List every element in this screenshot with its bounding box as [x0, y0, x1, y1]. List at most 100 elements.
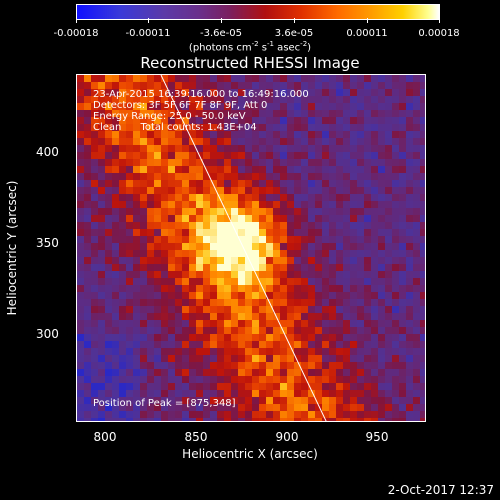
- heatmap-cell: [84, 271, 91, 278]
- heatmap-cell: [217, 376, 224, 383]
- heatmap-cell: [308, 418, 315, 421]
- heatmap-cell: [182, 250, 189, 257]
- heatmap-cell: [336, 320, 343, 327]
- heatmap-cell: [189, 271, 196, 278]
- heatmap-cell: [406, 180, 413, 187]
- heatmap-cell: [308, 411, 315, 418]
- heatmap-cell: [259, 201, 266, 208]
- heatmap-cell: [119, 173, 126, 180]
- heatmap-cell: [378, 292, 385, 299]
- heatmap-cell: [126, 173, 133, 180]
- heatmap-cell: [210, 96, 217, 103]
- heatmap-cell: [413, 313, 420, 320]
- heatmap-cell: [119, 397, 126, 404]
- x-tick-label: 950: [365, 430, 389, 444]
- heatmap-cell: [364, 243, 371, 250]
- heatmap-cell: [161, 103, 168, 110]
- heatmap-cell: [392, 348, 399, 355]
- heatmap-cell: [147, 362, 154, 369]
- heatmap-cell: [350, 341, 357, 348]
- heatmap-cell: [175, 334, 182, 341]
- heatmap-cell: [217, 355, 224, 362]
- heatmap-cell: [154, 138, 161, 145]
- heatmap-cell: [273, 194, 280, 201]
- heatmap-cell: [315, 110, 322, 117]
- heatmap-cell: [406, 299, 413, 306]
- heatmap-cell: [84, 355, 91, 362]
- heatmap-cell: [168, 103, 175, 110]
- heatmap-cell: [343, 215, 350, 222]
- heatmap-cell: [168, 138, 175, 145]
- heatmap-cell: [280, 222, 287, 229]
- heatmap-cell: [238, 383, 245, 390]
- heatmap-cell: [392, 124, 399, 131]
- heatmap-cell: [126, 376, 133, 383]
- heatmap-cell: [252, 103, 259, 110]
- heatmap-cell: [280, 348, 287, 355]
- heatmap-cell: [420, 348, 425, 355]
- heatmap-cell: [420, 257, 425, 264]
- heatmap-cell: [392, 250, 399, 257]
- heatmap-cell: [280, 257, 287, 264]
- heatmap-cell: [126, 194, 133, 201]
- heatmap-cell: [238, 320, 245, 327]
- heatmap-cell: [217, 229, 224, 236]
- heatmap-cell: [168, 376, 175, 383]
- heatmap-cell: [91, 341, 98, 348]
- heatmap-cell: [98, 89, 105, 96]
- heatmap-cell: [399, 208, 406, 215]
- heatmap-cell: [252, 208, 259, 215]
- heatmap-cell: [294, 117, 301, 124]
- heatmap-cell: [392, 117, 399, 124]
- heatmap-cell: [210, 138, 217, 145]
- heatmap-cell: [77, 334, 84, 341]
- heatmap-cell: [231, 138, 238, 145]
- heatmap-cell: [413, 180, 420, 187]
- heatmap-cell: [252, 124, 259, 131]
- heatmap-cell: [210, 292, 217, 299]
- heatmap-cell: [231, 334, 238, 341]
- heatmap-cell: [336, 166, 343, 173]
- heatmap-cell: [217, 145, 224, 152]
- heatmap-cell: [196, 187, 203, 194]
- heatmap-cell: [140, 285, 147, 292]
- heatmap-cell: [196, 96, 203, 103]
- heatmap-cell: [371, 292, 378, 299]
- heatmap-cell: [189, 194, 196, 201]
- heatmap-cell: [406, 306, 413, 313]
- heatmap-cell: [126, 257, 133, 264]
- heatmap-cell: [350, 208, 357, 215]
- heatmap-cell: [175, 201, 182, 208]
- heatmap-cell: [399, 264, 406, 271]
- heatmap-cell: [308, 194, 315, 201]
- heatmap-cell: [378, 208, 385, 215]
- heatmap-cell: [252, 222, 259, 229]
- heatmap-cell: [168, 243, 175, 250]
- heatmap-cell: [287, 243, 294, 250]
- heatmap-cell: [182, 271, 189, 278]
- heatmap-cell: [280, 334, 287, 341]
- heatmap-cell: [329, 159, 336, 166]
- heatmap-cell: [287, 131, 294, 138]
- heatmap-cell: [210, 327, 217, 334]
- heatmap-cell: [399, 313, 406, 320]
- heatmap-cell: [329, 215, 336, 222]
- heatmap-cell: [252, 292, 259, 299]
- heatmap-cell: [91, 369, 98, 376]
- heatmap-cell: [364, 208, 371, 215]
- heatmap-cell: [84, 194, 91, 201]
- heatmap-cell: [392, 369, 399, 376]
- heatmap-cell: [245, 369, 252, 376]
- heatmap-cell: [385, 299, 392, 306]
- heatmap-cell: [77, 236, 84, 243]
- heatmap-cell: [280, 285, 287, 292]
- heatmap-cell: [231, 145, 238, 152]
- heatmap-cell: [84, 117, 91, 124]
- heatmap-cell: [147, 369, 154, 376]
- heatmap-cell: [154, 369, 161, 376]
- heatmap-cell: [105, 131, 112, 138]
- heatmap-cell: [413, 264, 420, 271]
- heatmap-cell: [378, 96, 385, 103]
- heatmap-cell: [280, 187, 287, 194]
- heatmap-cell: [133, 278, 140, 285]
